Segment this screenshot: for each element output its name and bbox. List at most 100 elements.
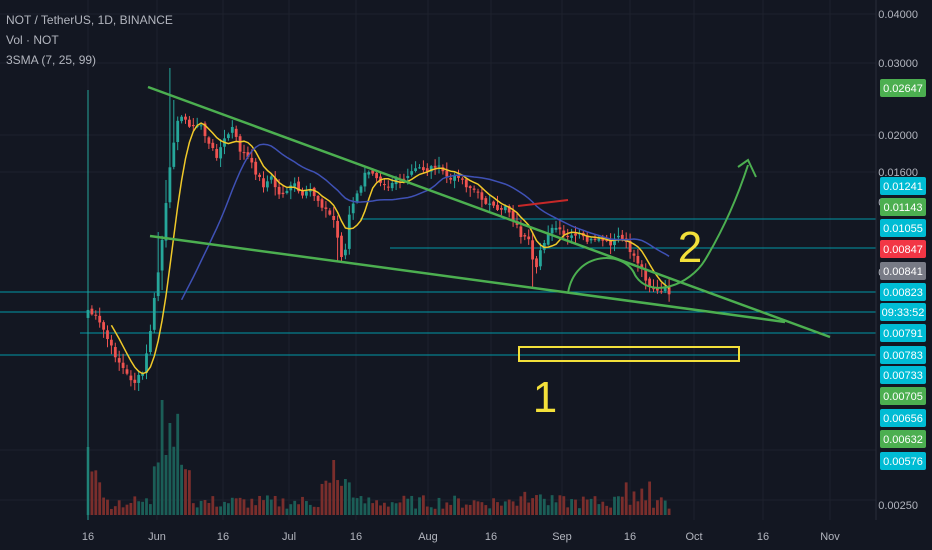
candle[interactable]	[609, 233, 612, 255]
candle[interactable]	[301, 187, 304, 199]
candle[interactable]	[328, 208, 332, 216]
candle[interactable]	[90, 305, 94, 316]
candle[interactable]	[113, 342, 117, 363]
candle[interactable]	[585, 232, 589, 245]
candle[interactable]	[230, 120, 234, 139]
candle[interactable]	[258, 172, 261, 182]
price-label[interactable]: 0.00733	[880, 366, 926, 384]
candle[interactable]	[184, 113, 187, 124]
candle[interactable]	[574, 226, 577, 245]
candle[interactable]	[242, 144, 246, 160]
candle[interactable]	[593, 235, 597, 242]
candle[interactable]	[219, 139, 222, 168]
candle[interactable]	[207, 136, 211, 149]
candle[interactable]	[667, 278, 671, 302]
candle[interactable]	[472, 185, 476, 193]
candle[interactable]	[359, 185, 363, 196]
candle[interactable]	[492, 200, 495, 209]
candle[interactable]	[269, 174, 273, 184]
candle[interactable]	[383, 179, 386, 191]
price-label[interactable]: 0.00847	[880, 240, 926, 258]
candle[interactable]	[484, 196, 488, 205]
candle[interactable]	[422, 160, 425, 174]
candle[interactable]	[554, 220, 558, 233]
candle[interactable]	[367, 170, 371, 179]
candle[interactable]	[527, 229, 531, 245]
candle[interactable]	[539, 242, 542, 271]
price-label[interactable]: 0.02647	[880, 79, 926, 97]
candle[interactable]	[500, 205, 503, 216]
candle[interactable]	[121, 353, 125, 375]
projection-path[interactable]	[567, 164, 749, 294]
candle[interactable]	[324, 201, 328, 218]
candle[interactable]	[480, 188, 484, 208]
candle[interactable]	[461, 176, 464, 185]
candle[interactable]	[652, 279, 655, 292]
candle[interactable]	[320, 197, 324, 212]
candle[interactable]	[145, 344, 148, 380]
candle[interactable]	[344, 243, 347, 260]
candle[interactable]	[172, 100, 176, 170]
candle[interactable]	[191, 118, 195, 131]
candle[interactable]	[628, 233, 632, 259]
price-label[interactable]: 0.00656	[880, 409, 926, 427]
volume-indicator-label[interactable]: Vol · NOT	[6, 33, 59, 47]
sma-indicator-label[interactable]: 3SMA (7, 25, 99)	[6, 53, 97, 67]
candle[interactable]	[347, 206, 351, 255]
candle[interactable]	[262, 171, 265, 193]
price-label[interactable]: 0.01055	[880, 219, 926, 237]
candle[interactable]	[437, 156, 441, 174]
candle[interactable]	[297, 176, 300, 194]
candle[interactable]	[496, 195, 499, 212]
price-label[interactable]: 0.00576	[880, 452, 926, 470]
candle[interactable]	[613, 233, 616, 252]
candle[interactable]	[332, 207, 336, 228]
annotation-2[interactable]: 2	[678, 223, 702, 272]
candle[interactable]	[266, 175, 269, 192]
candle[interactable]	[281, 184, 285, 198]
price-label[interactable]: 0.01143	[880, 198, 926, 216]
candle[interactable]	[589, 236, 593, 244]
candle[interactable]	[558, 220, 562, 235]
candle[interactable]	[94, 310, 98, 320]
candle[interactable]	[285, 187, 289, 195]
candle[interactable]	[106, 325, 109, 348]
candle[interactable]	[149, 324, 152, 355]
lower-trendline[interactable]	[149, 234, 786, 324]
candle[interactable]	[293, 177, 297, 192]
candle[interactable]	[98, 307, 102, 328]
symbol-title[interactable]: NOT / TetherUS, 1D, BINANCE	[6, 13, 173, 27]
candle[interactable]	[102, 320, 105, 338]
candle[interactable]	[410, 164, 414, 177]
candle[interactable]	[137, 370, 141, 392]
candle[interactable]	[340, 232, 343, 263]
candle[interactable]	[164, 180, 168, 248]
candle[interactable]	[117, 350, 121, 371]
price-label[interactable]: 0.00783	[880, 346, 926, 364]
candle[interactable]	[152, 292, 156, 334]
candle[interactable]	[531, 231, 534, 288]
candle[interactable]	[488, 195, 492, 212]
price-label[interactable]: 0.00791	[880, 324, 926, 342]
candle[interactable]	[449, 173, 453, 184]
candle[interactable]	[305, 185, 308, 199]
candle[interactable]	[133, 372, 137, 391]
price-label[interactable]: 0.00632	[880, 430, 926, 448]
candle[interactable]	[168, 68, 172, 209]
candle[interactable]	[476, 188, 480, 199]
candle[interactable]	[425, 163, 429, 176]
candle[interactable]	[336, 215, 339, 262]
candle[interactable]	[234, 125, 238, 141]
annotation-1[interactable]: 1	[533, 373, 557, 422]
candle[interactable]	[86, 90, 90, 520]
candle[interactable]	[535, 256, 538, 274]
candle[interactable]	[180, 115, 183, 124]
candle[interactable]	[188, 116, 191, 128]
price-label[interactable]: 09:33:52	[880, 303, 926, 321]
candle[interactable]	[363, 167, 367, 192]
price-label[interactable]: 0.00705	[880, 387, 926, 405]
candle[interactable]	[273, 171, 277, 196]
candle[interactable]	[125, 364, 129, 376]
